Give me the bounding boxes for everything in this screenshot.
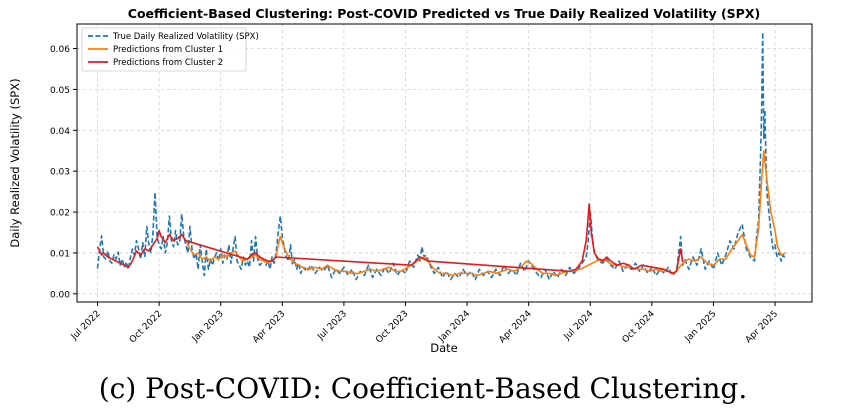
legend-label-2: Predictions from Cluster 1: [113, 45, 223, 55]
x-tick-label: Jul 2024: [562, 309, 596, 343]
x-axis: Jul 2022 Oct 2022 Jan 2023 Apr 2023 Jul 2023…: [69, 302, 780, 345]
y-tick-label: 0.02: [50, 209, 70, 219]
legend-box: [81, 27, 247, 72]
x-tick-label: Jan 2025: [683, 309, 719, 345]
chart-title: Coefficient-Based Clustering: Post-COVID…: [128, 6, 760, 21]
y-tick-label: 0.00: [50, 290, 70, 300]
x-tick-label: Oct 2024: [621, 309, 657, 345]
y-tick-label: 0.01: [50, 249, 70, 259]
legend-label-1: True Daily Realized Volatility (SPX): [112, 32, 259, 42]
x-tick-label: Jul 2022: [69, 309, 103, 343]
y-tick-label: 0.06: [50, 45, 70, 55]
x-tick-label: Jan 2023: [190, 309, 226, 345]
figure-caption: (c) Post-COVID: Coefficient-Based Cluste…: [98, 372, 748, 405]
series-line-2: [185, 149, 786, 277]
legend-label-3: Predictions from Cluster 2: [113, 58, 223, 68]
y-tick-label: 0.05: [50, 86, 70, 96]
x-tick-label: Apr 2023: [251, 309, 287, 345]
plot-frame: [76, 23, 813, 303]
y-axis: 0.00 0.01 0.02 0.03 0.04 0.05 0.06: [50, 45, 77, 300]
x-tick-label: Jul 2023: [315, 309, 349, 343]
x-tick-label: Apr 2024: [497, 309, 533, 345]
y-tick-label: 0.03: [50, 168, 70, 178]
x-tick-label: Apr 2025: [744, 309, 780, 345]
y-tick-label: 0.04: [50, 127, 70, 137]
x-axis-label: Date: [430, 341, 458, 355]
series-line-3: [96, 203, 684, 275]
x-tick-label: Oct 2023: [374, 309, 410, 345]
series-lines: [96, 31, 787, 281]
x-tick-label: Oct 2022: [128, 309, 164, 345]
chart: 0.00 0.01 0.02 0.03 0.04 0.05 0.06 Jul 2022 Oct…: [8, 6, 813, 355]
x-tick-label: Jan 2024: [436, 309, 472, 345]
legend: True Daily Realized Volatility (SPX) Pred…: [81, 27, 259, 72]
series-line-1: [96, 31, 787, 281]
y-axis-label: Daily Realized Volatility (SPX): [8, 78, 22, 247]
